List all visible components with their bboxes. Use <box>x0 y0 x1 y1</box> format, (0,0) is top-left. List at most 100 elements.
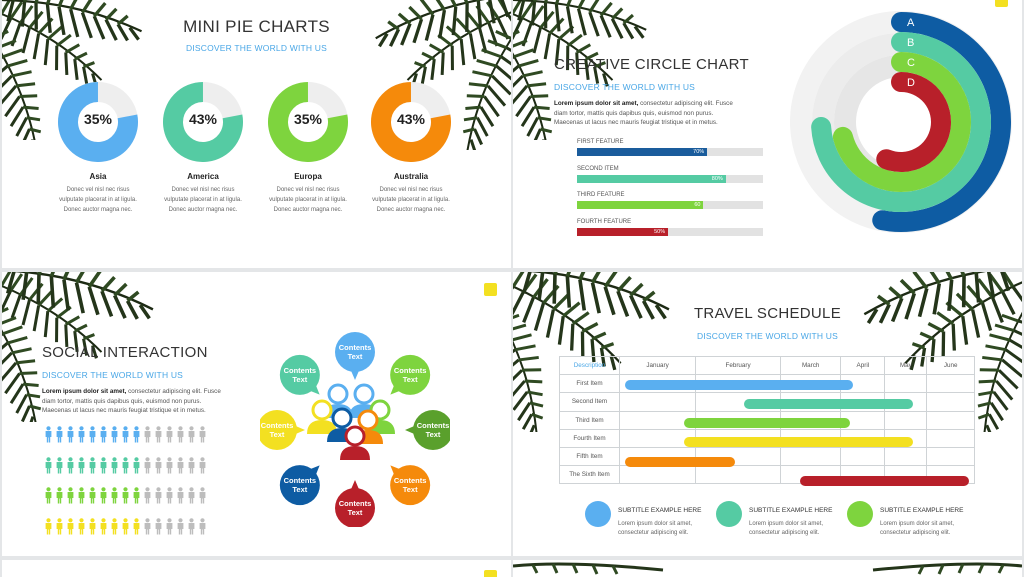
donut-australia: 43% Australia Donec vel nisl nec risus vulp… <box>363 82 459 215</box>
bubble-label: Contents Text <box>338 343 372 361</box>
person-icon <box>78 517 85 534</box>
table-cell <box>780 446 842 467</box>
donut-chart <box>268 82 348 162</box>
person-icon <box>199 456 206 473</box>
feature-bar: THIRD FEATURE 60 <box>577 192 763 209</box>
body-text: Lorem ipsum dolor sit amet, consectetur … <box>42 388 221 414</box>
legend-body: Lorem ipsum dolor sit amet, consectetur a… <box>880 521 955 536</box>
person-icon <box>45 426 52 443</box>
person-icon <box>155 487 162 504</box>
person-icon <box>122 487 129 504</box>
donut-chart <box>58 82 138 162</box>
feature-bar: FIRST FEATURE 70% <box>577 139 763 156</box>
table-row: Fifth Item <box>559 446 975 467</box>
bubble-label: Contents Text <box>338 499 372 517</box>
person-icon <box>67 426 74 443</box>
donut-asia: 35% Asia Donec vel nisl nec risus vulputate… <box>50 82 146 215</box>
person-icon <box>56 517 63 534</box>
person-icon <box>177 456 184 473</box>
slide-subtitle: DISCOVER THE WORLD WITH US <box>696 331 839 341</box>
slide-partial-bottom-right[interactable] <box>513 560 1022 577</box>
person-icon <box>188 517 195 534</box>
slide-partial-bottom-left[interactable] <box>2 560 511 577</box>
donut-description: Donec vel nisl nec risus vulputate placer… <box>59 187 137 213</box>
donut-region-name: Australia <box>393 172 429 181</box>
content-bubble <box>390 465 431 506</box>
donut-slice <box>268 82 348 162</box>
row-label: The Sixth Item <box>559 465 620 485</box>
header-month: April <box>840 355 886 376</box>
content-bubble <box>279 465 320 506</box>
person-icon <box>100 487 107 504</box>
donut-percent-label: 43% <box>396 111 426 127</box>
ring-arc-b <box>811 32 991 212</box>
table-cell <box>695 465 782 485</box>
feature-track: 50% <box>577 227 763 236</box>
donut-description: Donec vel nisl nec risus vulputate placer… <box>372 187 450 213</box>
row-label: First Item <box>559 374 620 394</box>
person-icon <box>111 456 118 473</box>
person-icon <box>56 487 63 504</box>
slide-mini-pie-charts[interactable]: MINI PIE CHARTS DISCOVER THE WORLD WITH … <box>2 0 511 268</box>
feature-value: 50% <box>654 228 666 235</box>
schedule-bar <box>684 418 851 429</box>
person-icon <box>78 426 85 443</box>
person-icon <box>177 517 184 534</box>
donut-description: Donec vel nisl nec risus vulputate placer… <box>269 187 347 213</box>
person-icon <box>111 517 118 534</box>
legend-dot <box>716 501 742 527</box>
table-cell <box>926 428 975 448</box>
slide-creative-circle-chart[interactable]: CREATIVE CIRCLE CHART DISCOVER THE WORLD… <box>513 0 1022 268</box>
bubble-group <box>260 332 450 527</box>
table-cell <box>926 446 975 467</box>
header-description: Description <box>559 355 620 376</box>
person-icon <box>67 456 74 473</box>
feature-track: 60 <box>577 201 763 209</box>
corner-tab <box>484 570 497 577</box>
content-bubble <box>335 332 375 380</box>
table-header-row: Description January February March April May J… <box>559 355 975 376</box>
people-row <box>44 487 207 504</box>
slide-subtitle: DISCOVER THE WORLD WITH US <box>185 43 328 53</box>
person-icon <box>133 487 140 504</box>
person-icon <box>45 517 52 534</box>
feature-label: SECOND ITEM <box>577 165 619 172</box>
person-icon <box>144 517 151 534</box>
feature-fill: 70% <box>577 148 708 156</box>
slide-social-interaction[interactable]: SOCIAL INTERACTION DISCOVER THE WORLD WI… <box>2 272 511 556</box>
table-cell <box>618 465 697 485</box>
corner-tab <box>995 0 1008 7</box>
feature-bar: SECOND ITEM 80% <box>577 166 763 183</box>
person-icon <box>45 487 52 504</box>
donut-percent-label: 35% <box>293 111 323 127</box>
person-icon <box>67 487 74 504</box>
people-row <box>44 517 207 535</box>
table-cell <box>618 392 697 412</box>
feature-track: 80% <box>577 174 763 183</box>
person-icon <box>56 456 63 473</box>
slide-title: TRAVEL SCHEDULE <box>693 305 842 322</box>
legend-title: SUBTITLE EXAMPLE HERE <box>880 507 964 514</box>
person-icon <box>188 456 195 473</box>
slide-title: MINI PIE CHARTS <box>183 17 330 36</box>
feature-track: 70% <box>577 148 763 156</box>
legend-body: Lorem ipsum dolor sit amet, consectetur a… <box>618 521 693 536</box>
ring-letter: D <box>907 77 915 89</box>
ring-letter: C <box>907 57 915 69</box>
content-bubble <box>335 480 375 527</box>
feature-fill: 80% <box>577 174 726 183</box>
slide-title: CREATIVE CIRCLE CHART <box>554 56 749 73</box>
person-icon <box>111 487 118 504</box>
slide-travel-schedule[interactable]: TRAVEL SCHEDULE DISCOVER THE WORLD WITH … <box>513 272 1022 556</box>
person-icon <box>144 487 151 504</box>
table-cell <box>926 392 975 412</box>
schedule-bar <box>743 398 913 409</box>
table-row: The Sixth Item <box>559 465 975 485</box>
donut-slice <box>163 82 243 162</box>
person-icon <box>166 456 173 473</box>
person-icon <box>133 456 140 473</box>
schedule-bar <box>624 379 854 390</box>
legend-title: SUBTITLE EXAMPLE HERE <box>618 507 702 514</box>
row-label: Fifth Item <box>559 446 620 467</box>
